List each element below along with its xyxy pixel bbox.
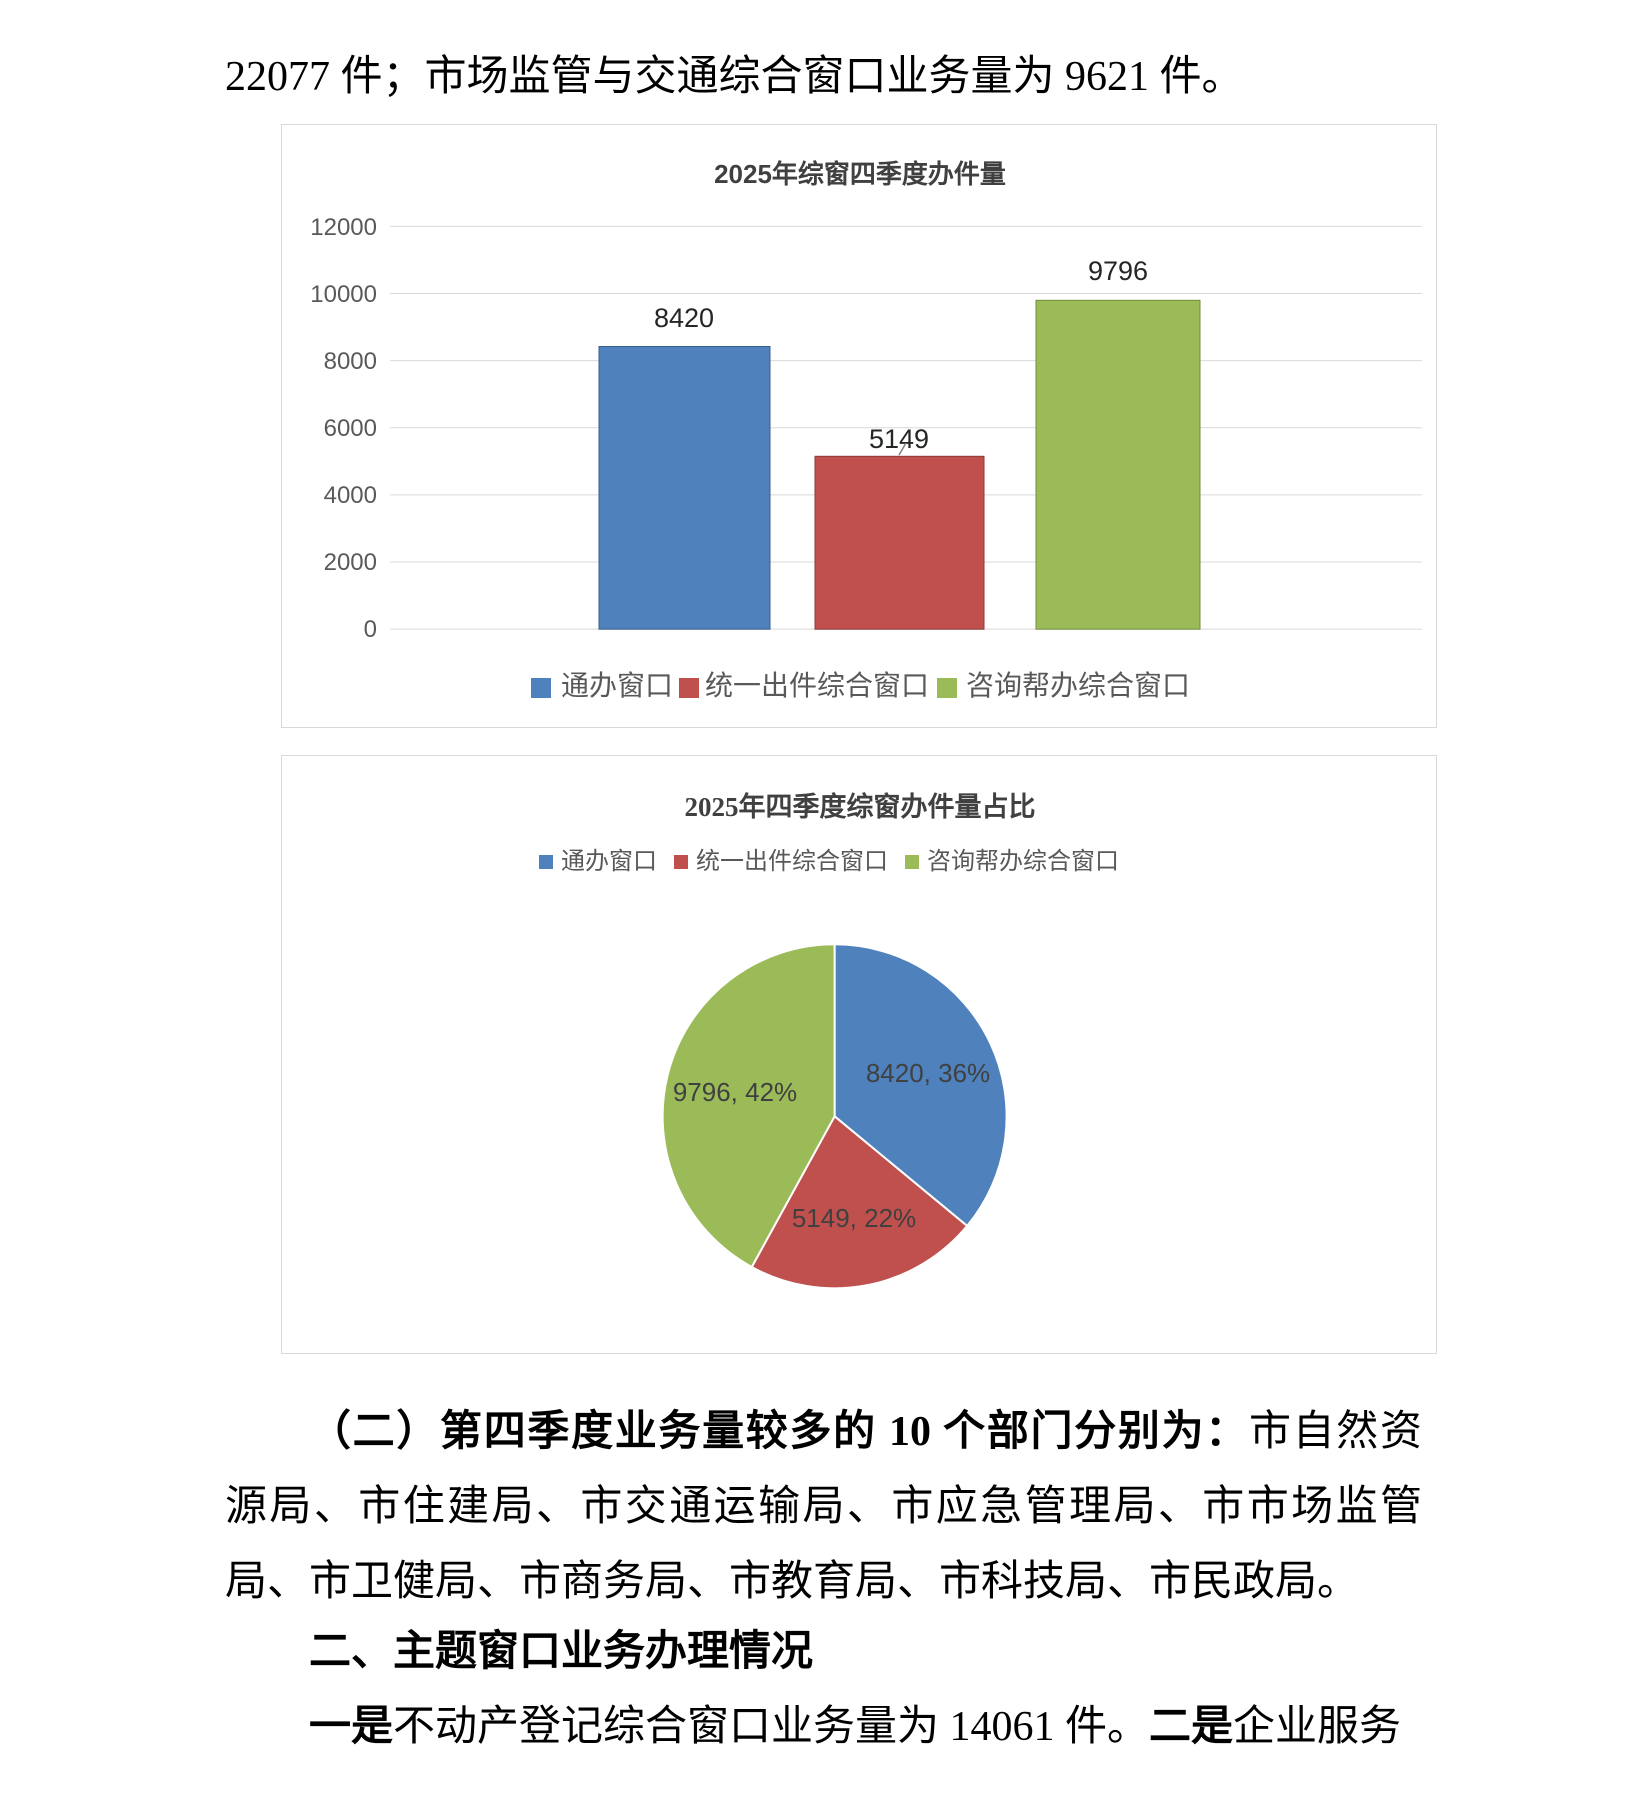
svg-text:5149, 22%: 5149, 22% <box>792 1203 916 1233</box>
svg-text:10000: 10000 <box>310 281 377 308</box>
svg-text:9796, 42%: 9796, 42% <box>673 1077 797 1107</box>
svg-text:6000: 6000 <box>324 415 377 442</box>
svg-text:0: 0 <box>364 616 377 643</box>
svg-text:2025年综窗四季度办件量: 2025年综窗四季度办件量 <box>714 159 1006 189</box>
svg-text:8420: 8420 <box>654 303 714 333</box>
svg-text:咨询帮办综合窗口: 咨询帮办综合窗口 <box>966 670 1190 702</box>
svg-text:通办窗口: 通办窗口 <box>561 670 673 702</box>
svg-text:4000: 4000 <box>324 482 377 509</box>
svg-text:5149: 5149 <box>869 424 929 454</box>
svg-text:8000: 8000 <box>324 348 377 375</box>
svg-text:统一出件综合窗口: 统一出件综合窗口 <box>705 670 929 702</box>
svg-text:2025年四季度综窗办件量占比: 2025年四季度综窗办件量占比 <box>685 791 1036 822</box>
svg-text:8420, 36%: 8420, 36% <box>866 1058 990 1088</box>
svg-text:咨询帮办综合窗口: 咨询帮办综合窗口 <box>927 848 1119 875</box>
svg-text:2000: 2000 <box>324 549 377 576</box>
svg-text:12000: 12000 <box>310 214 377 241</box>
svg-text:9796: 9796 <box>1088 256 1148 286</box>
svg-text:统一出件综合窗口: 统一出件综合窗口 <box>696 848 888 875</box>
svg-text:通办窗口: 通办窗口 <box>561 848 657 875</box>
